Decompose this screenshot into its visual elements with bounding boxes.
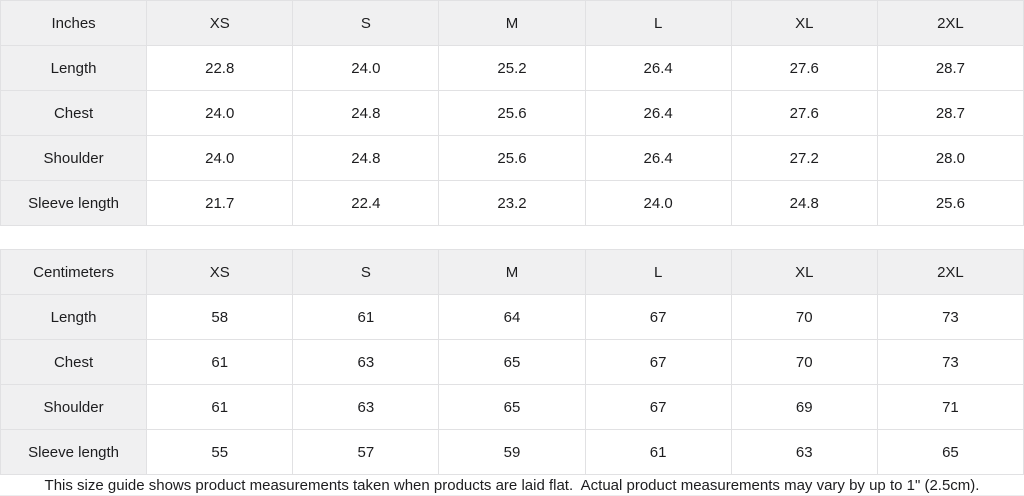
- measurement-cell: 24.8: [292, 135, 440, 181]
- measurement-cell: 23.2: [438, 180, 586, 226]
- measurement-cell: 22.4: [292, 180, 440, 226]
- measurement-cell: 27.2: [730, 135, 878, 181]
- measurement-cell: 61: [584, 429, 732, 475]
- measurement-cell: 24.8: [292, 90, 440, 136]
- measurement-cell: 64: [438, 294, 586, 340]
- measurement-cell: 67: [584, 294, 732, 340]
- measurement-cell: 24.8: [730, 180, 878, 226]
- measurement-cell: 73: [876, 294, 1024, 340]
- size-col-header-s: S: [292, 0, 440, 46]
- size-col-header-xs: XS: [146, 249, 294, 295]
- measurement-cell: 24.0: [584, 180, 732, 226]
- measurement-cell: 24.0: [146, 90, 294, 136]
- size-col-header-xl: XL: [730, 249, 878, 295]
- measurement-cell: 63: [292, 384, 440, 430]
- measurement-cell: 63: [730, 429, 878, 475]
- size-col-header-2xl: 2XL: [876, 0, 1024, 46]
- measurement-cell: 65: [876, 429, 1024, 475]
- table-row-length: Length 58 61 64 67 70 73: [0, 294, 1024, 340]
- measurement-cell: 71: [876, 384, 1024, 430]
- size-col-header-m: M: [438, 0, 586, 46]
- size-col-header-xl: XL: [730, 0, 878, 46]
- measurement-cell: 28.7: [876, 90, 1024, 136]
- measurement-cell: 27.6: [730, 90, 878, 136]
- measurement-cell: 73: [876, 339, 1024, 385]
- inches-size-table: Inches XS S M L XL 2XL Length 22.8 24.0 …: [0, 0, 1024, 226]
- header-row: Centimeters XS S M L XL 2XL: [0, 249, 1024, 295]
- measurement-cell: 65: [438, 339, 586, 385]
- table-row-shoulder: Shoulder 24.0 24.8 25.6 26.4 27.2 28.0: [0, 135, 1024, 181]
- measurement-cell: 57: [292, 429, 440, 475]
- measurement-cell: 21.7: [146, 180, 294, 226]
- measurement-cell: 61: [146, 384, 294, 430]
- measurement-cell: 69: [730, 384, 878, 430]
- measurement-cell: 67: [584, 339, 732, 385]
- row-label: Chest: [0, 90, 148, 136]
- measurement-cell: 27.6: [730, 45, 878, 91]
- measurement-cell: 24.0: [292, 45, 440, 91]
- row-label: Sleeve length: [0, 429, 148, 475]
- measurement-cell: 67: [584, 384, 732, 430]
- measurement-cell: 25.6: [876, 180, 1024, 226]
- measurement-cell: 70: [730, 294, 878, 340]
- measurement-cell: 61: [292, 294, 440, 340]
- row-label: Length: [0, 294, 148, 340]
- header-row: Inches XS S M L XL 2XL: [0, 0, 1024, 46]
- unit-header-centimeters: Centimeters: [0, 249, 148, 295]
- measurement-cell: 59: [438, 429, 586, 475]
- measurement-cell: 25.6: [438, 90, 586, 136]
- row-label: Chest: [0, 339, 148, 385]
- row-label: Shoulder: [0, 135, 148, 181]
- row-label: Length: [0, 45, 148, 91]
- measurement-cell: 25.6: [438, 135, 586, 181]
- table-row-chest: Chest 24.0 24.8 25.6 26.4 27.6 28.7: [0, 90, 1024, 136]
- table-row-chest: Chest 61 63 65 67 70 73: [0, 339, 1024, 385]
- size-col-header-xs: XS: [146, 0, 294, 46]
- table-spacer: [0, 226, 1024, 249]
- table-row-sleeve-length: Sleeve length 21.7 22.4 23.2 24.0 24.8 2…: [0, 180, 1024, 226]
- row-label: Shoulder: [0, 384, 148, 430]
- table-row-length: Length 22.8 24.0 25.2 26.4 27.6 28.7: [0, 45, 1024, 91]
- size-guide-disclaimer: This size guide shows product measuremen…: [0, 475, 1024, 496]
- measurement-cell: 24.0: [146, 135, 294, 181]
- row-label: Sleeve length: [0, 180, 148, 226]
- measurement-cell: 58: [146, 294, 294, 340]
- measurement-cell: 25.2: [438, 45, 586, 91]
- measurement-cell: 26.4: [584, 90, 732, 136]
- measurement-cell: 70: [730, 339, 878, 385]
- size-col-header-l: L: [584, 0, 732, 46]
- table-row-shoulder: Shoulder 61 63 65 67 69 71: [0, 384, 1024, 430]
- unit-header-inches: Inches: [0, 0, 148, 46]
- measurement-cell: 61: [146, 339, 294, 385]
- measurement-cell: 63: [292, 339, 440, 385]
- measurement-cell: 28.7: [876, 45, 1024, 91]
- table-row-sleeve-length: Sleeve length 55 57 59 61 63 65: [0, 429, 1024, 475]
- size-col-header-m: M: [438, 249, 586, 295]
- measurement-cell: 28.0: [876, 135, 1024, 181]
- measurement-cell: 22.8: [146, 45, 294, 91]
- size-col-header-2xl: 2XL: [876, 249, 1024, 295]
- measurement-cell: 26.4: [584, 135, 732, 181]
- measurement-cell: 55: [146, 429, 294, 475]
- measurement-cell: 65: [438, 384, 586, 430]
- centimeters-size-table: Centimeters XS S M L XL 2XL Length 58 61…: [0, 249, 1024, 475]
- size-col-header-l: L: [584, 249, 732, 295]
- measurement-cell: 26.4: [584, 45, 732, 91]
- size-col-header-s: S: [292, 249, 440, 295]
